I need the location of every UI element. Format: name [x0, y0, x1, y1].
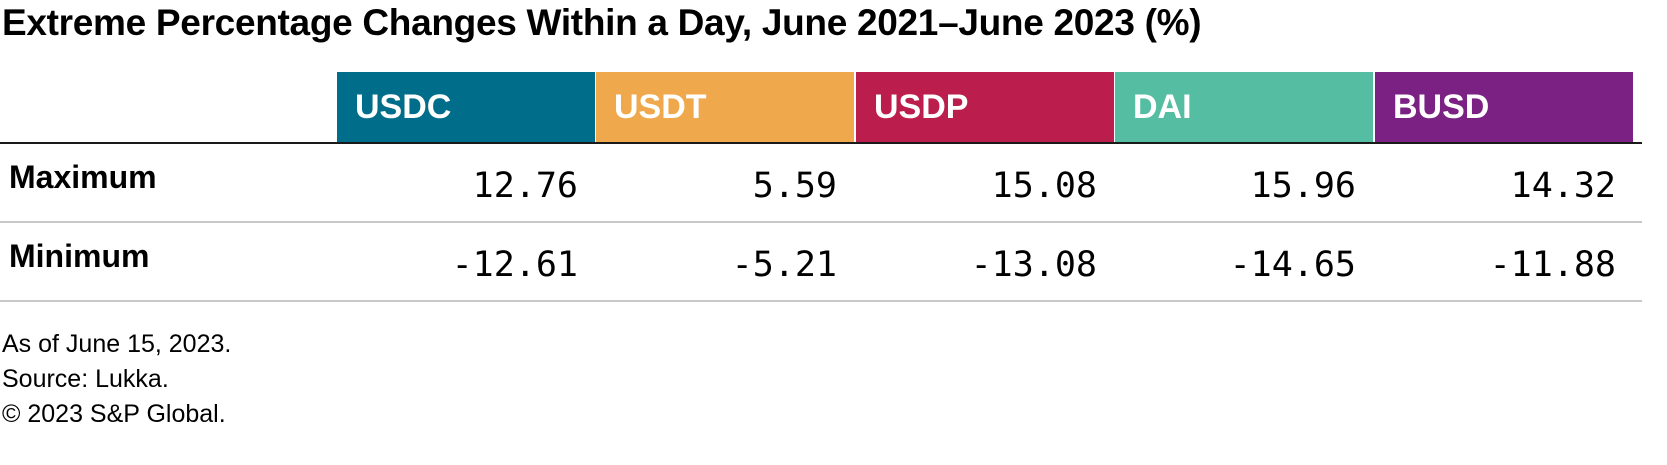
- table-header-row: USDC USDT USDP DAI BUSD: [0, 72, 1642, 144]
- table-row-minimum: Minimum -12.61 -5.21 -13.08 -14.65 -11.8…: [0, 223, 1642, 302]
- column-header-usdc: USDC: [337, 72, 595, 142]
- data-table: USDC USDT USDP DAI BUSD Maximum 12.76 5.…: [0, 72, 1642, 302]
- column-header-usdt: USDT: [596, 72, 854, 142]
- row-label-minimum: Minimum: [9, 238, 150, 274]
- cell-minimum-usdt: -5.21: [731, 245, 837, 285]
- cell-maximum-busd: 14.32: [1510, 166, 1616, 206]
- table-row-maximum: Maximum 12.76 5.59 15.08 15.96 14.32: [0, 144, 1642, 223]
- cell-maximum-usdp: 15.08: [991, 166, 1097, 206]
- footnote-date: As of June 15, 2023.: [2, 330, 232, 358]
- cell-minimum-usdp: -13.08: [970, 245, 1097, 285]
- cell-maximum-dai: 15.96: [1250, 166, 1356, 206]
- row-label-maximum: Maximum: [9, 159, 157, 195]
- footnotes: As of June 15, 2023. Source: Lukka. © 20…: [2, 327, 231, 432]
- chart-title: Extreme Percentage Changes Within a Day,…: [2, 2, 1202, 43]
- footnote-copyright: © 2023 S&P Global.: [2, 400, 226, 428]
- column-header-busd: BUSD: [1375, 72, 1633, 142]
- cell-minimum-dai: -14.65: [1229, 245, 1356, 285]
- cell-maximum-usdt: 5.59: [752, 166, 837, 206]
- footnote-source: Source: Lukka.: [2, 365, 169, 393]
- column-header-dai: DAI: [1115, 72, 1373, 142]
- column-header-usdp: USDP: [856, 72, 1114, 142]
- cell-minimum-busd: -11.88: [1489, 245, 1616, 285]
- cell-minimum-usdc: -12.61: [451, 245, 578, 285]
- cell-maximum-usdc: 12.76: [472, 166, 578, 206]
